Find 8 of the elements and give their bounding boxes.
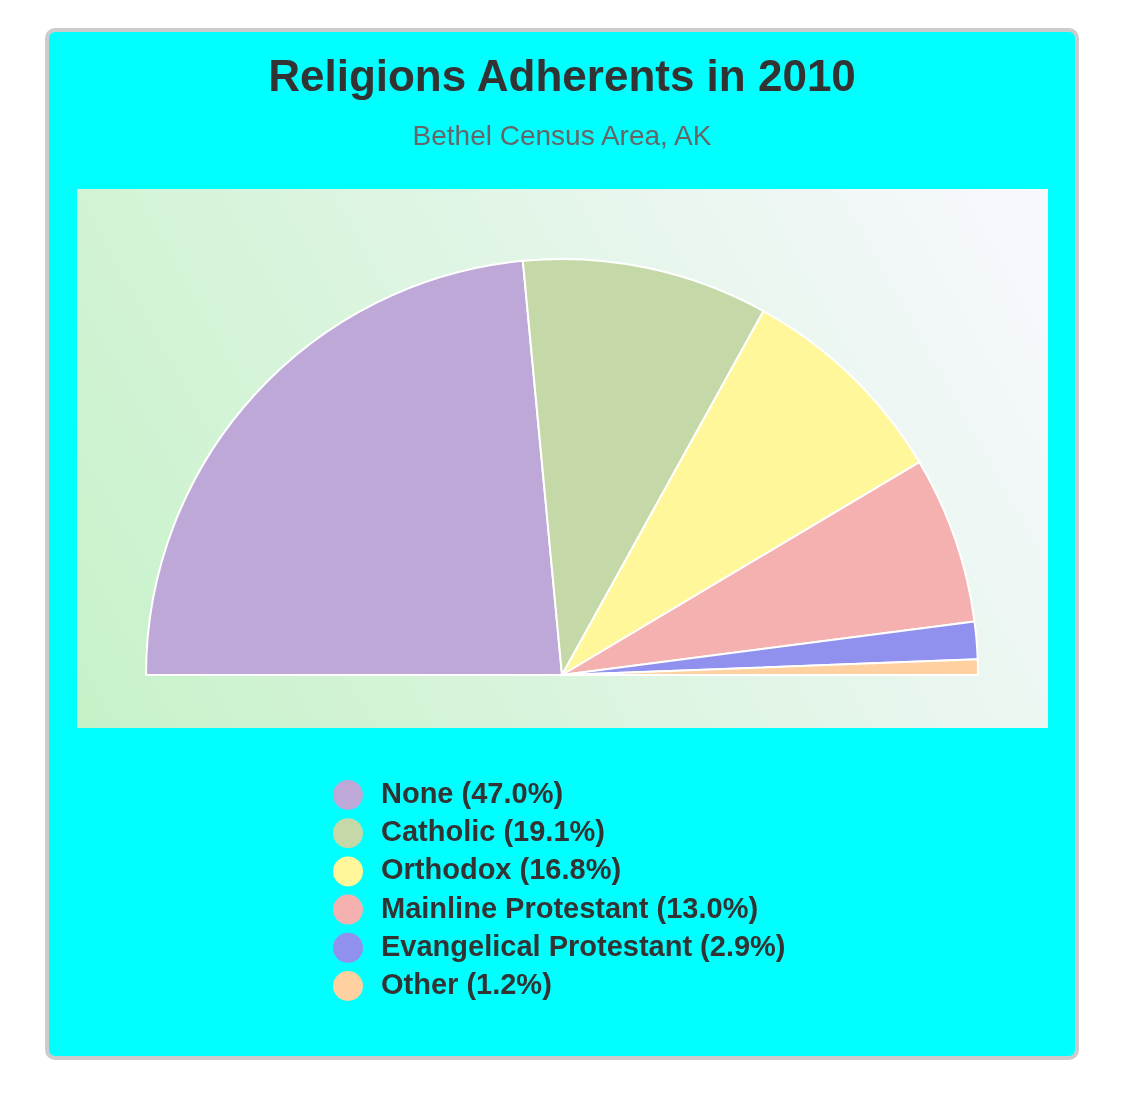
chart-subtitle: Bethel Census Area, AK <box>412 119 712 151</box>
legend-label: Other (1.2%) <box>381 968 552 1000</box>
chart-title: Religions Adherents in 2010 <box>268 51 856 101</box>
legend-label: Orthodox (16.8%) <box>381 853 622 886</box>
legend-label: Mainline Protestant (13.0%) <box>381 891 759 924</box>
legend-label: Evangelical Protestant (2.9%) <box>381 929 786 962</box>
legend-label: None (47.0%) <box>381 777 564 809</box>
legend-label: Catholic (19.1%) <box>381 815 605 848</box>
